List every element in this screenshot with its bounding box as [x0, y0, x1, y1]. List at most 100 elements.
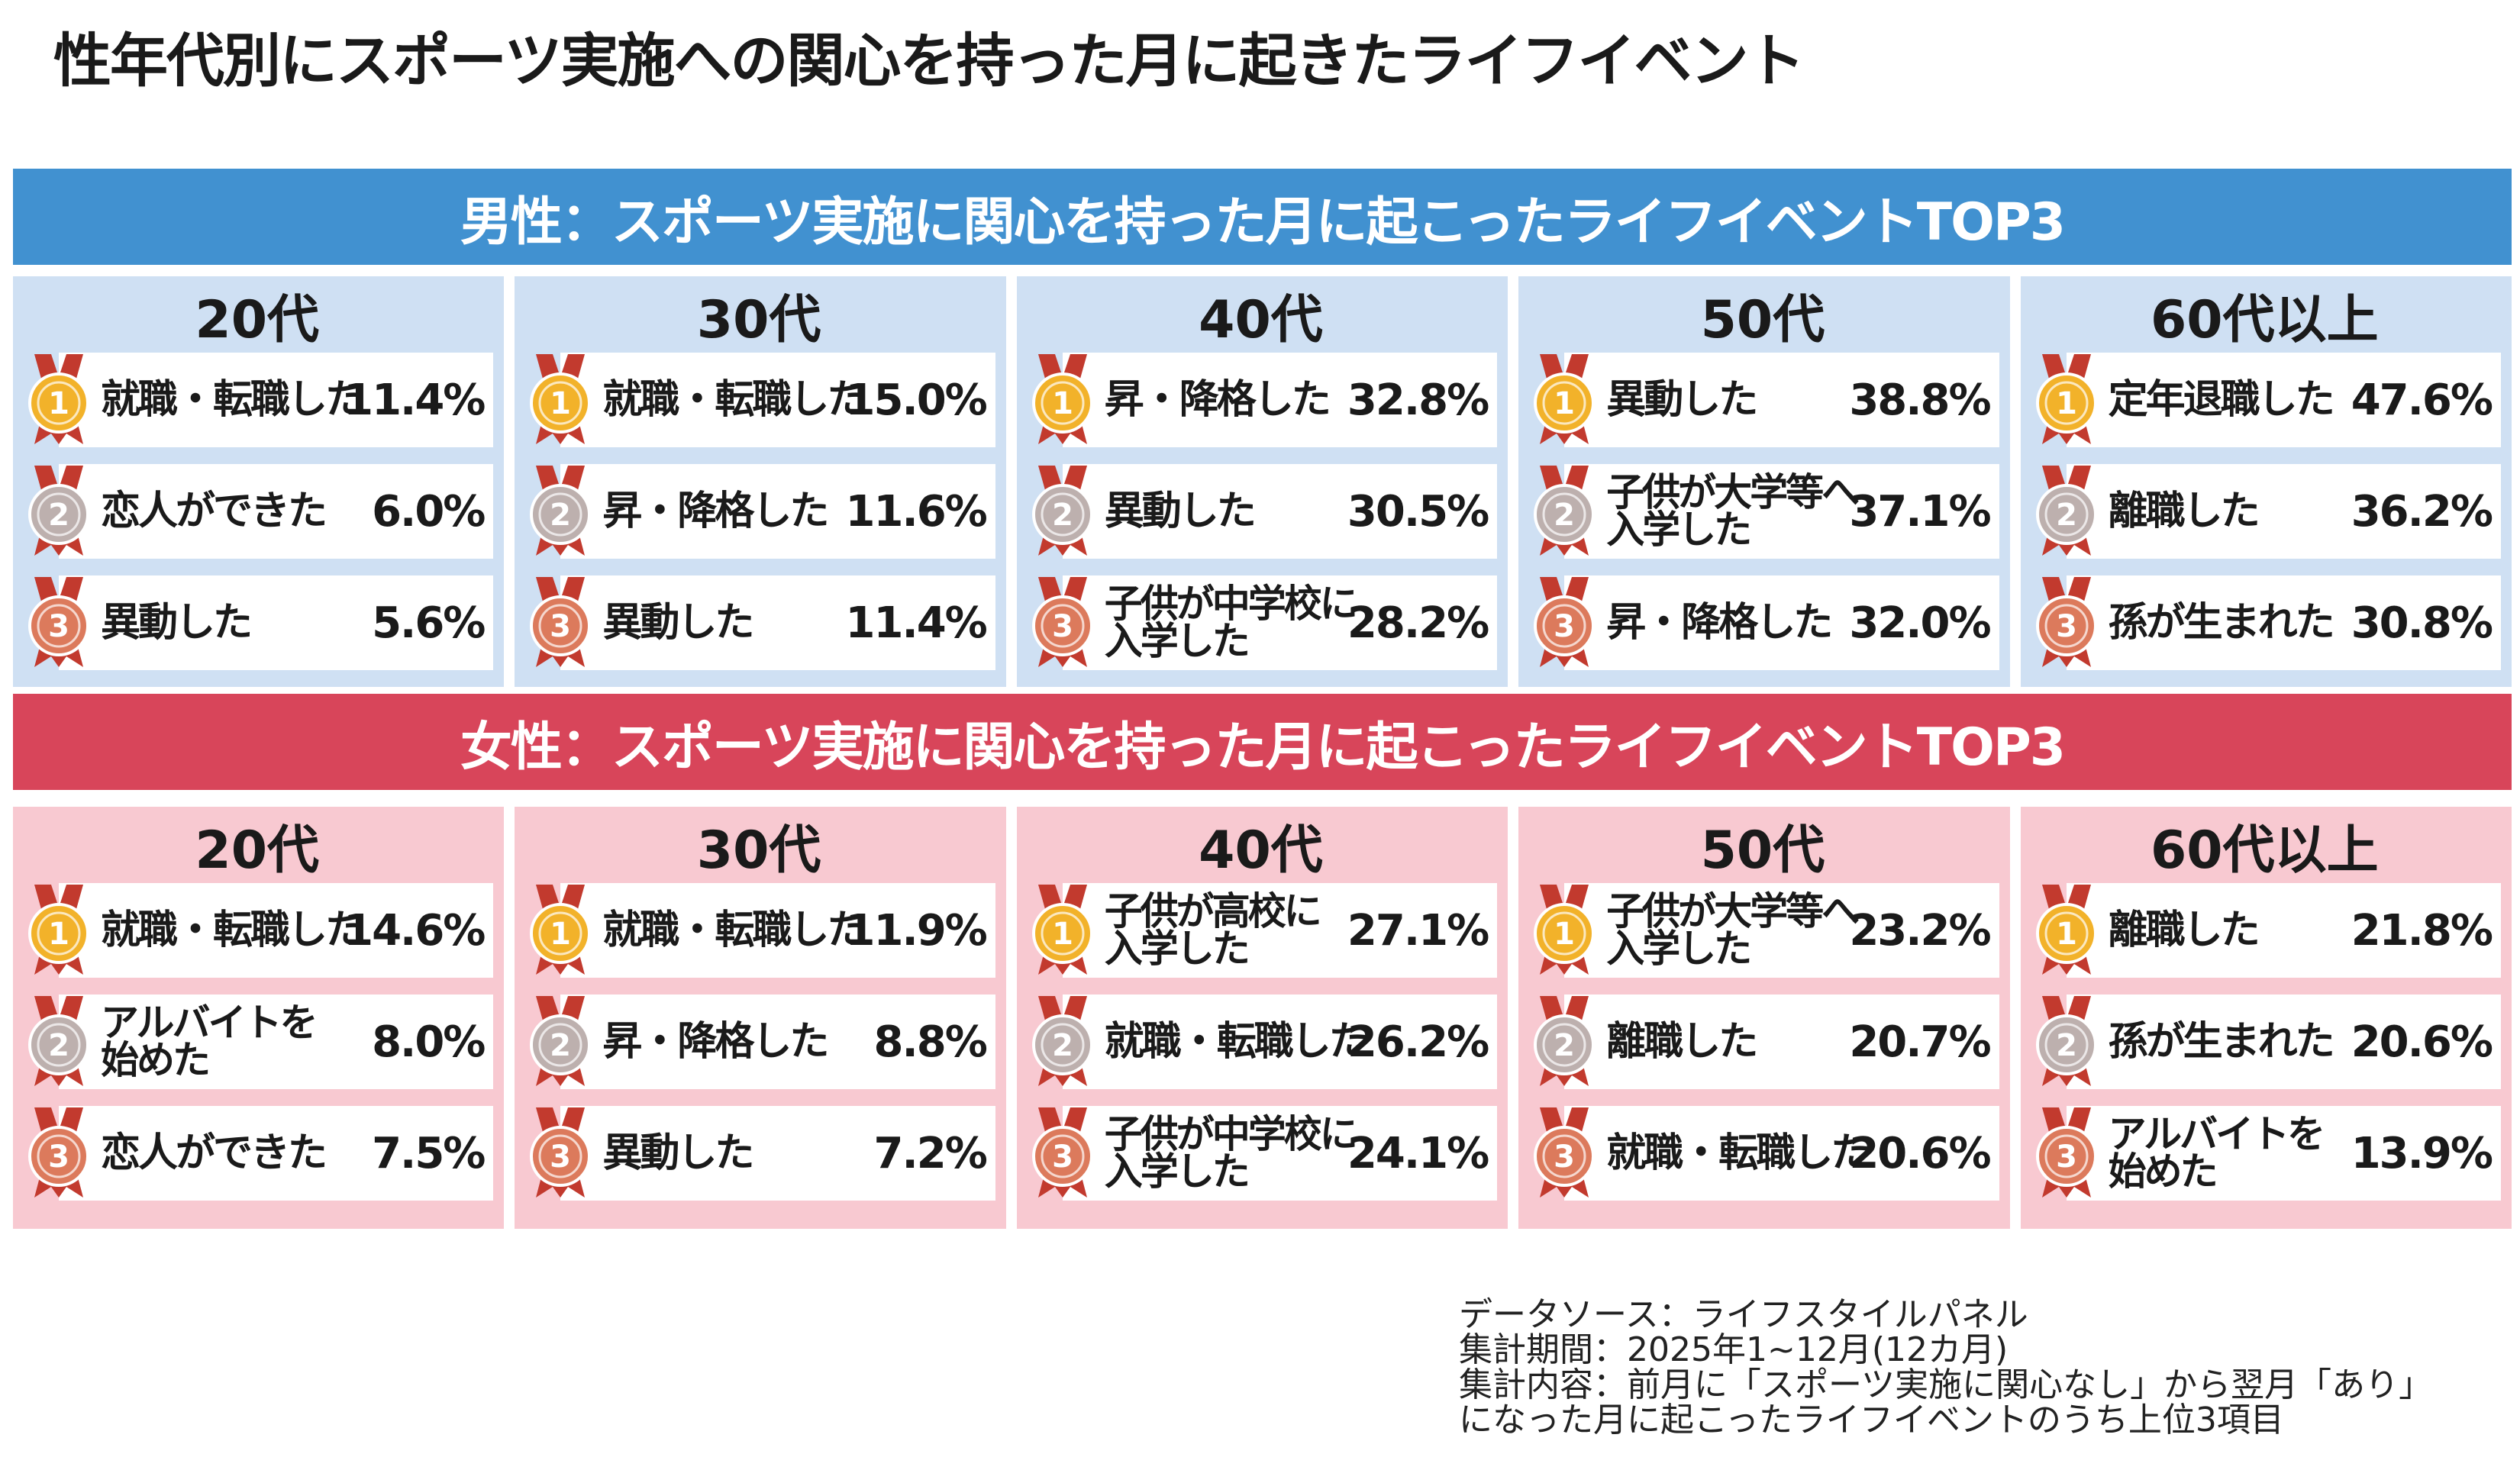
medal-inner: [1041, 1134, 1085, 1178]
medal-inner: [538, 911, 582, 956]
age-heading: 60代以上: [2150, 289, 2379, 350]
medal-rank: 2: [1052, 498, 1073, 533]
note-line: データソース：ライフスタイルパネル: [1459, 1295, 2028, 1334]
event-name: 子供が大学等へ 入学した: [1606, 470, 1860, 552]
medal-rank: 1: [2056, 917, 2077, 952]
ranking-row: 3 就職・転職した 20.6%: [1526, 1106, 1999, 1201]
medal: 1: [1031, 354, 1093, 444]
row-box: [2066, 353, 2501, 447]
event-name: 異動した: [1104, 488, 1257, 534]
medal-inner: [538, 604, 582, 648]
page-title: 性年代別にスポーツ実施への関心を持った月に起きたライフイベント: [53, 27, 1805, 95]
medal: 3: [1031, 577, 1093, 667]
age-heading: 50代: [1700, 289, 1825, 350]
event-name: 子供が中学校に 入学した: [1104, 1112, 1358, 1194]
event-value: 11.4%: [344, 375, 486, 425]
medal-rank: 1: [48, 917, 69, 952]
age-heading: 60代以上: [2150, 820, 2379, 881]
medal-inner: [37, 1023, 81, 1067]
age-panel: 20代 1 就職・転職した 14.6% 2 アルバイトを 始めた 8.0% 3 恋人ができた 7.…: [13, 807, 505, 1229]
ranking-row: 3 子供が中学校に 入学した 28.2%: [1024, 575, 1498, 670]
event-name: アルバイトを 始めた: [101, 1001, 318, 1082]
medal-rank: 3: [48, 609, 69, 644]
event-value: 7.2%: [873, 1128, 987, 1178]
medal-inner: [37, 911, 81, 956]
event-name: 異動した: [101, 600, 253, 646]
medal-inner: [2044, 1134, 2089, 1178]
event-name: 恋人ができた: [101, 488, 328, 534]
event-name: 就職・転職した: [1104, 1019, 1369, 1065]
event-value: 28.2%: [1347, 598, 1489, 648]
event-value: 5.6%: [372, 598, 486, 648]
ranking-row: 3 異動した 5.6%: [21, 575, 494, 670]
age-panel: 30代 1 就職・転職した 11.9% 2 昇・降格した 8.8% 3 異動した 7.2%: [515, 807, 1006, 1229]
event-value: 32.8%: [1347, 375, 1489, 425]
medal-inner: [1041, 911, 1085, 956]
event-value: 15.0%: [845, 375, 988, 425]
ranking-row: 1 就職・転職した 11.9%: [522, 883, 995, 978]
medal-rank: 3: [1554, 609, 1575, 644]
event-value: 32.0%: [1849, 598, 1991, 648]
row-box: [59, 575, 494, 670]
row-box: [560, 1106, 995, 1201]
event-value: 13.9%: [2351, 1128, 2493, 1178]
age-panel: 40代 1 昇・降格した 32.8% 2 異動した 30.5% 3 子供が中学校に 入学した 28…: [1016, 276, 1508, 687]
row-box: [560, 353, 995, 447]
medal-inner: [37, 381, 81, 425]
row-box: [1062, 995, 1498, 1089]
medal-rank: 2: [1554, 498, 1575, 533]
age-panel: 50代 1 異動した 38.8% 2 子供が大学等へ 入学した 37.1% 3 昇・降格した 32…: [1518, 276, 2010, 687]
age-heading: 20代: [195, 289, 320, 350]
medal-inner: [1041, 604, 1085, 648]
medal-inner: [1542, 1134, 1586, 1178]
medal: 2: [1031, 466, 1093, 556]
medal: 3: [1031, 1107, 1093, 1198]
ranking-row: 1 離職した 21.8%: [2028, 883, 2501, 978]
medal-inner: [2044, 911, 2089, 956]
medal-rank: 3: [1554, 1140, 1575, 1175]
medal-inner: [2044, 604, 2089, 648]
medal: 2: [2035, 466, 2097, 556]
event-value: 30.8%: [2351, 598, 2493, 648]
medal: 1: [530, 354, 592, 444]
medal: 2: [28, 996, 89, 1086]
age-heading: 30代: [696, 289, 821, 350]
event-name: 昇・降格した: [1606, 600, 1833, 646]
ranking-row: 2 アルバイトを 始めた 8.0%: [21, 995, 494, 1089]
age-panel: 40代 1 子供が高校に 入学した 27.1% 2 就職・転職した 26.2% 3 子供が中学校…: [1016, 807, 1508, 1229]
event-value: 38.8%: [1849, 375, 1991, 425]
ranking-row: 1 昇・降格した 32.8%: [1024, 353, 1498, 447]
medal-inner: [538, 1134, 582, 1178]
ranking-row: 3 子供が中学校に 入学した 24.1%: [1024, 1106, 1498, 1201]
event-name: 異動した: [602, 600, 754, 646]
row-box: [2066, 1106, 2501, 1201]
row-box: [1062, 464, 1498, 559]
medal-rank: 2: [550, 1028, 571, 1063]
event-value: 14.6%: [344, 905, 486, 956]
medal-rank: 1: [2056, 386, 2077, 421]
event-value: 36.2%: [2351, 486, 2493, 537]
medal-rank: 1: [48, 386, 69, 421]
medal: 2: [28, 466, 89, 556]
medal: 1: [28, 354, 89, 444]
medal-inner: [2044, 381, 2089, 425]
event-value: 11.6%: [845, 486, 988, 537]
medal-inner: [538, 381, 582, 425]
row-box: [1564, 353, 1999, 447]
event-value: 20.7%: [1849, 1017, 1991, 1067]
ranking-row: 2 昇・降格した 11.6%: [522, 464, 995, 559]
age-panel: 60代以上 1 定年退職した 47.6% 2 離職した 36.2% 3 孫が生まれた 30.8%: [2020, 276, 2512, 687]
event-name: 異動した: [1606, 377, 1758, 423]
age-panel: 50代 1 子供が大学等へ 入学した 23.2% 2 離職した 20.7% 3 就職・転職した 2…: [1518, 807, 2010, 1229]
event-name: 離職した: [2108, 907, 2260, 953]
ranking-row: 1 子供が高校に 入学した 27.1%: [1024, 883, 1498, 978]
event-value: 26.2%: [1347, 1017, 1489, 1067]
age-heading: 50代: [1700, 820, 1825, 881]
medal-inner: [538, 492, 582, 537]
medal-inner: [1542, 1023, 1586, 1067]
row-box: [1062, 353, 1498, 447]
ranking-row: 3 恋人ができた 7.5%: [21, 1106, 494, 1201]
medal-inner: [1041, 381, 1085, 425]
event-name: 昇・降格した: [1104, 377, 1331, 423]
